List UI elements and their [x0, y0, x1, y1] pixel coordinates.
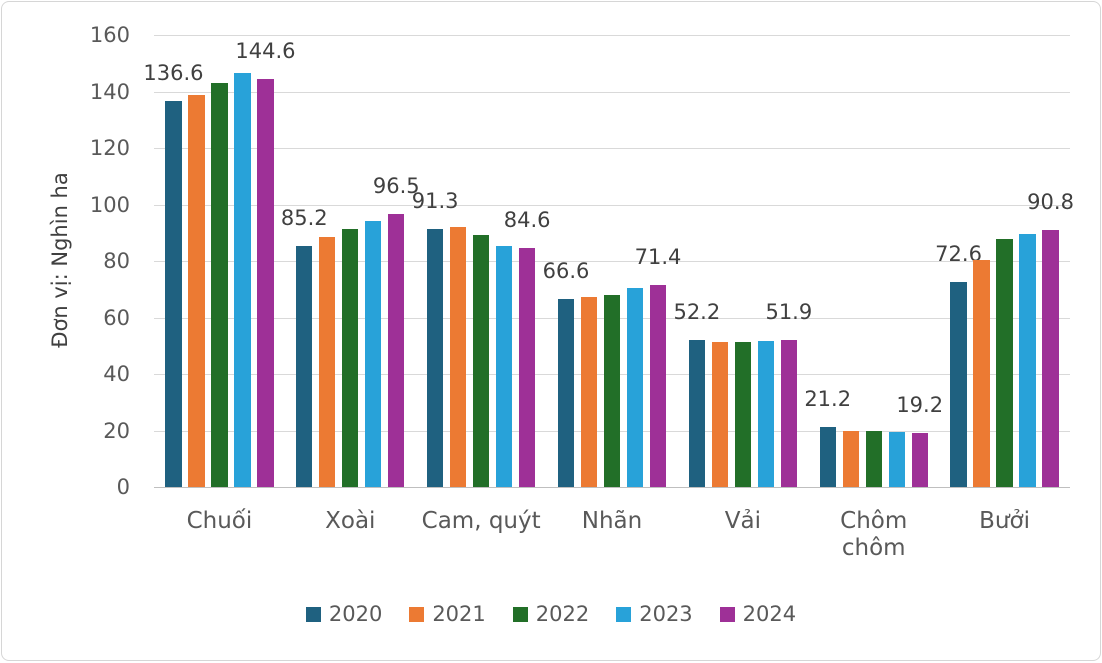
bar-2022	[472, 235, 490, 487]
bar-2022	[342, 229, 359, 487]
gridline	[154, 204, 1070, 206]
gridline	[154, 35, 1070, 36]
bar-2020	[557, 298, 575, 487]
legend-item-2023: 2023	[616, 602, 693, 626]
gridline	[154, 91, 1070, 93]
bar-value-label: 91.3	[411, 189, 459, 214]
category-label: Nhãn	[581, 508, 643, 534]
legend-swatch-icon	[409, 606, 425, 622]
y-tick-label: 20	[103, 418, 130, 443]
bar-2020	[950, 281, 967, 487]
gridline	[154, 148, 1070, 149]
bar-2021	[319, 237, 336, 487]
x-axis-line	[154, 487, 1070, 488]
legend-swatch-icon	[616, 606, 632, 622]
bar-2024	[518, 248, 536, 487]
y-tick-label: 80	[103, 249, 130, 273]
bar-value-label: 19.2	[896, 392, 944, 417]
bar-2024	[649, 285, 667, 487]
bar-2022	[865, 430, 882, 487]
bar-2024	[911, 432, 928, 487]
bar-value-label: 51.9	[765, 300, 813, 325]
category-label: Bưởi	[979, 508, 1030, 534]
legend-swatch-icon	[512, 606, 528, 622]
y-tick-label: 120	[89, 136, 130, 160]
bar-2023	[626, 287, 644, 487]
legend-item-2020: 2020	[305, 602, 383, 626]
bar-2020	[819, 427, 836, 487]
bar-2021	[188, 95, 205, 487]
bar-2020	[296, 246, 313, 487]
bar-2023	[365, 220, 382, 487]
y-tick-label: 40	[103, 362, 130, 386]
bar-2021	[973, 259, 990, 487]
gridline	[154, 261, 1070, 262]
legend-swatch-icon	[719, 606, 735, 622]
bar-2024	[780, 340, 798, 487]
legend: 2020 2021 2022 2023 2024	[2, 602, 1100, 626]
bar-2020	[165, 101, 182, 487]
y-tick-label: 100	[89, 192, 130, 217]
legend-label: 2022	[535, 602, 590, 626]
legend-item-2022: 2022	[512, 602, 590, 626]
bar-2020	[688, 339, 706, 487]
bar-value-label: 90.8	[1027, 190, 1074, 215]
bar-2023	[1019, 233, 1036, 487]
bar-2024	[257, 78, 274, 487]
bar-2023	[495, 245, 513, 487]
legend-swatch-icon	[305, 606, 321, 622]
bar-value-label: 144.6	[235, 38, 296, 63]
y-tick-label: 160	[89, 23, 130, 47]
bar-2024	[388, 214, 405, 487]
bar-2023	[234, 72, 251, 487]
y-tick-label: 0	[116, 475, 130, 499]
bar-value-label: 66.6	[542, 258, 590, 283]
bar-2020	[426, 229, 444, 487]
legend-label: 2024	[742, 602, 797, 626]
bar-2022	[211, 83, 228, 487]
bar-value-label: 71.4	[634, 245, 682, 270]
bar-2022	[603, 294, 621, 487]
legend-label: 2023	[639, 602, 693, 626]
bar-2021	[711, 342, 729, 487]
category-label: Chuối	[186, 508, 253, 534]
bar-2024	[1042, 230, 1059, 487]
bar-value-label: 84.6	[503, 208, 551, 232]
bar-value-label: 21.2	[804, 387, 852, 412]
bar-2023	[757, 340, 775, 487]
legend-label: 2020	[328, 602, 383, 626]
bar-value-label: 52.2	[673, 299, 721, 324]
legend-label: 2021	[432, 602, 486, 626]
category-label: Chôm chôm	[840, 508, 908, 561]
category-label: Vải	[724, 508, 761, 534]
legend-item-2021: 2021	[409, 602, 486, 626]
bar-2022	[996, 238, 1013, 487]
bar-2021	[842, 430, 859, 487]
category-label: Xoài	[325, 508, 376, 534]
legend-item-2024: 2024	[719, 602, 797, 626]
y-tick-label: 140	[89, 79, 130, 104]
bar-2021	[449, 226, 467, 487]
bar-value-label: 136.6	[143, 61, 204, 86]
bar-2022	[734, 342, 752, 487]
bar-value-label: 85.2	[280, 206, 328, 231]
y-tick-label: 60	[103, 305, 130, 330]
category-label: Cam, quýt	[421, 508, 541, 534]
bar-2021	[580, 297, 598, 487]
bar-2023	[888, 432, 905, 487]
bar-value-label: 96.5	[372, 174, 420, 199]
